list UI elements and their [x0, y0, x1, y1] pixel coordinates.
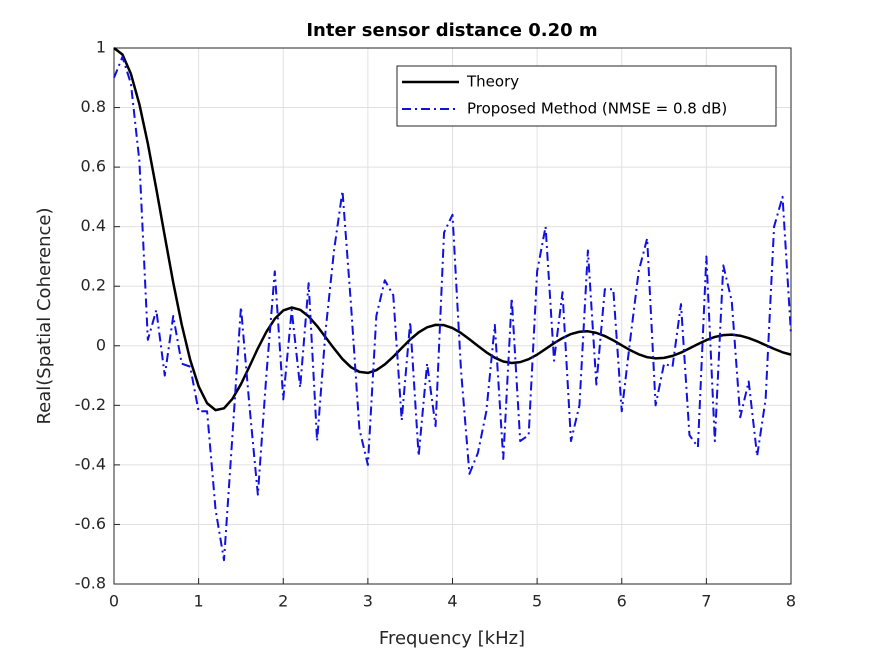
y-tick-label: -0.6 [75, 514, 106, 533]
y-tick-label: 0.6 [81, 157, 106, 176]
x-axis-label: Frequency [kHz] [379, 628, 525, 649]
x-tick-label: 6 [617, 592, 627, 611]
y-tick-label: 1 [96, 38, 106, 57]
y-tick-label: -0.4 [75, 454, 106, 473]
chart-title: Inter sensor distance 0.20 m [306, 20, 597, 41]
plot-frame [113, 47, 792, 585]
legend-label: Proposed Method (NMSE = 0.8 dB) [467, 100, 727, 118]
x-tick-label: 5 [532, 592, 542, 611]
legend-label: Theory [466, 73, 519, 91]
y-tick-label: 0 [96, 335, 106, 354]
x-tick-label: 8 [786, 592, 796, 611]
x-tick-label: 0 [109, 592, 119, 611]
x-tick-label: 1 [194, 592, 204, 611]
y-tick-label: -0.2 [75, 395, 106, 414]
data-line [113, 47, 792, 412]
x-tick-label: 3 [363, 592, 373, 611]
x-tick-label: 4 [447, 592, 457, 611]
legend: Theory Proposed Method (NMSE = 0.8 dB) [396, 65, 777, 127]
y-tick-label: 0.2 [81, 276, 106, 295]
legend-box [396, 65, 777, 127]
x-tick-label: 7 [701, 592, 711, 611]
y-tick-label: 0.4 [81, 216, 106, 235]
y-tick-label: -0.8 [75, 574, 106, 593]
data-line [113, 55, 792, 562]
y-axis-label: Real(Spatial Coherence) [34, 207, 55, 424]
x-tick-label: 2 [278, 592, 288, 611]
y-tick-label: 0.8 [81, 97, 106, 116]
